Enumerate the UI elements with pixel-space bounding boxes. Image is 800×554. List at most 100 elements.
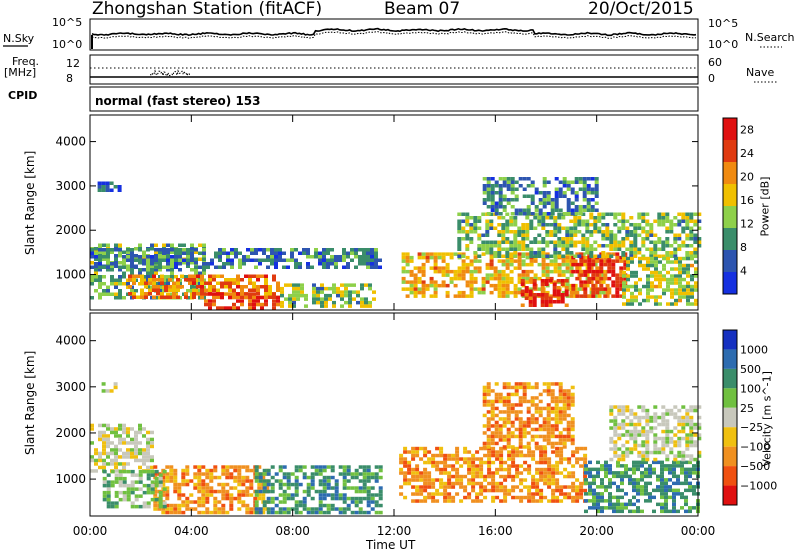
data-cell <box>110 469 115 474</box>
data-cell <box>105 188 110 192</box>
data-cell <box>673 457 678 462</box>
nsky-traces <box>91 27 697 49</box>
data-cell <box>330 255 334 259</box>
data-cell <box>498 184 503 188</box>
data-cell <box>344 300 348 305</box>
data-cell <box>523 453 528 458</box>
data-cell <box>284 283 288 287</box>
data-cell <box>547 499 552 503</box>
data-cell <box>535 478 540 482</box>
data-cell <box>578 177 583 181</box>
data-cell <box>473 266 478 270</box>
data-cell <box>138 430 142 435</box>
data-cell <box>409 280 414 284</box>
data-cell <box>94 262 98 266</box>
data-cell <box>550 431 555 435</box>
data-cell <box>237 500 242 504</box>
data-cell <box>600 492 604 496</box>
data-cell <box>689 436 694 441</box>
data-cell <box>531 495 536 500</box>
data-cell <box>505 212 510 216</box>
data-cell <box>537 287 542 291</box>
y-tick-label: 3000 <box>55 179 86 193</box>
data-cell <box>611 273 616 277</box>
data-cell <box>435 488 440 493</box>
data-cell <box>429 280 434 284</box>
data-cell <box>541 254 546 258</box>
data-cell <box>132 292 136 296</box>
data-cell <box>511 485 516 489</box>
data-cell <box>463 488 468 493</box>
data-cell <box>625 422 630 427</box>
data-cell <box>587 259 592 263</box>
data-cell <box>138 248 142 252</box>
data-cell <box>587 262 592 267</box>
data-cell <box>114 455 118 459</box>
data-cell <box>489 226 494 230</box>
data-cell <box>338 493 343 497</box>
data-cell <box>571 481 576 486</box>
data-cell <box>646 267 650 271</box>
data-cell <box>534 205 539 209</box>
data-cell <box>106 285 110 289</box>
data-cell <box>350 258 354 262</box>
data-cell <box>122 483 127 488</box>
data-cell <box>577 223 582 227</box>
data-cell <box>653 412 658 416</box>
data-cell <box>563 485 568 489</box>
data-cell <box>245 465 250 469</box>
data-cell <box>166 275 170 279</box>
data-cell <box>491 446 496 451</box>
data-cell <box>98 243 102 247</box>
data-cell <box>194 248 198 252</box>
data-cell <box>616 464 620 468</box>
data-cell <box>366 475 371 480</box>
data-cell <box>185 503 190 508</box>
data-cell <box>98 282 102 286</box>
data-cell <box>433 283 438 288</box>
data-cell <box>467 481 472 486</box>
data-cell <box>469 287 474 291</box>
data-cell <box>172 292 176 296</box>
data-cell <box>669 254 674 258</box>
data-cell <box>557 262 562 267</box>
data-cell <box>656 460 660 465</box>
data-cell <box>621 405 626 409</box>
data-cell <box>578 180 583 184</box>
data-cell <box>507 471 512 475</box>
data-cell <box>316 290 320 294</box>
data-cell <box>694 267 698 271</box>
data-cell <box>344 293 348 298</box>
data-cell <box>554 424 559 428</box>
data-cell <box>105 185 110 189</box>
data-cell <box>669 436 674 441</box>
data-cell <box>638 291 642 296</box>
data-cell <box>665 212 670 216</box>
data-cell <box>142 262 146 266</box>
data-cell <box>569 233 574 237</box>
data-cell <box>681 240 686 244</box>
data-cell <box>689 415 694 420</box>
data-cell <box>525 216 530 220</box>
data-cell <box>693 237 698 241</box>
data-cell <box>245 468 250 473</box>
data-cell <box>320 290 324 294</box>
data-cell <box>501 230 506 234</box>
data-cell <box>673 216 678 220</box>
data-cell <box>629 216 634 220</box>
data-cell <box>415 488 420 493</box>
data-cell <box>427 495 432 500</box>
data-cell <box>554 410 559 414</box>
data-cell <box>173 479 178 483</box>
data-cell <box>570 208 575 212</box>
data-cell <box>221 503 226 508</box>
data-cell <box>94 251 98 255</box>
data-cell <box>611 259 616 263</box>
data-cell <box>266 472 271 476</box>
data-cell <box>509 216 514 220</box>
data-cell <box>90 275 94 279</box>
data-cell <box>110 480 115 484</box>
data-cell <box>611 283 616 288</box>
data-cell <box>213 507 218 511</box>
data-cell <box>628 478 632 482</box>
